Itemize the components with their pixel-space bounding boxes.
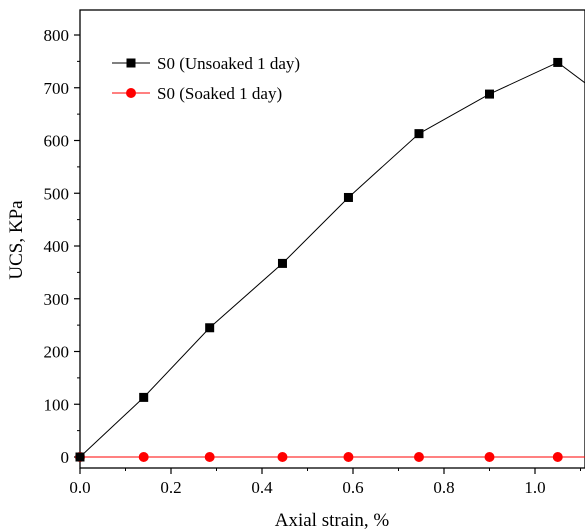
y-tick-label: 100 [44,395,70,414]
data-point-soaked [484,452,495,462]
data-point-unsoaked [75,452,85,462]
y-tick-label: 300 [44,290,70,309]
series-line-unsoaked [79,61,585,458]
data-point-unsoaked [343,192,353,202]
y-tick-label: 0 [61,448,70,467]
legend: S0 (Unsoaked 1 day) S0 (Soaked 1 day) [112,54,300,103]
data-point-unsoaked [277,258,287,268]
x-tick-label: 1.0 [524,478,545,497]
y-tick-label: 800 [44,26,70,45]
x-tick-label: 0.0 [69,478,90,497]
x-tick-label: 0.6 [342,478,363,497]
y-tick-label: 200 [44,343,70,362]
legend-marker-soaked [126,88,136,98]
data-point-soaked [413,452,424,462]
x-axis: 0.00.20.40.60.81.01.2 [69,468,581,497]
y-tick-label: 500 [44,184,70,203]
data-point-soaked [552,452,563,462]
y-axis-title: UCS, KPa [6,200,27,280]
y-tick-label: 600 [44,132,70,151]
data-point-unsoaked [139,392,149,402]
data-point-soaked [277,452,288,462]
data-point-unsoaked [485,89,494,99]
x-tick-label: 0.2 [160,478,181,497]
data-point-soaked [343,452,354,462]
data-point-unsoaked [553,57,563,67]
x-tick-label: 0.4 [251,478,273,497]
y-axis: 0 100 200 300 400 500 600 700 800 [44,26,80,467]
series-layer [75,57,585,462]
x-axis-title: Axial strain, % [275,510,390,531]
plot-frame [79,9,585,469]
data-point-soaked [204,452,215,462]
data-point-unsoaked [205,323,215,333]
x-tick-label: 0.8 [433,478,454,497]
y-tick-label: 400 [44,237,70,256]
data-point-soaked [138,452,149,462]
data-point-unsoaked [414,129,424,139]
legend-label-unsoaked: S0 (Unsoaked 1 day) [157,54,300,73]
legend-marker-unsoaked [126,58,136,68]
legend-label-soaked: S0 (Soaked 1 day) [157,84,282,103]
y-tick-label: 700 [44,79,70,98]
